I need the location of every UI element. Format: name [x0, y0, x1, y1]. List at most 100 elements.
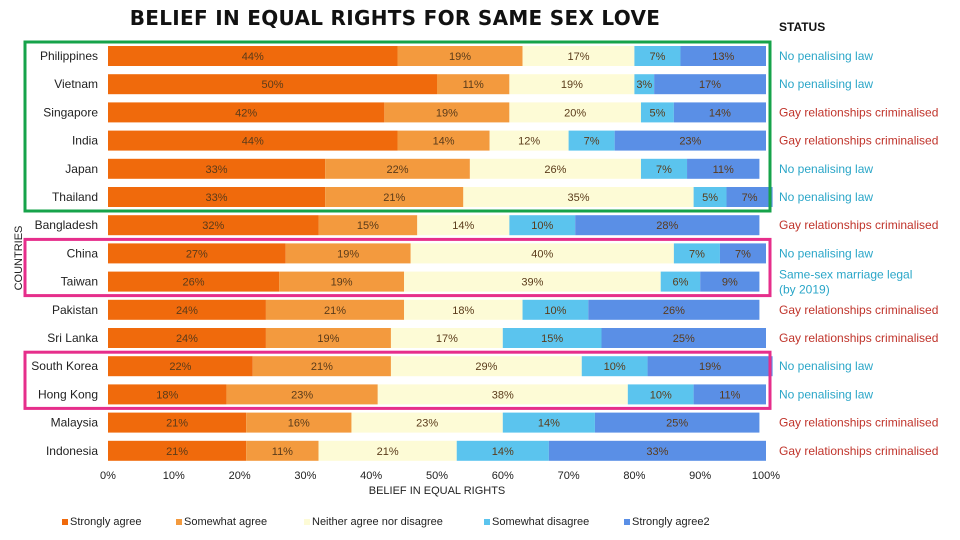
bar-value-label: 26%: [663, 305, 685, 317]
bar-segment: [588, 299, 760, 320]
bar-value-label: 25%: [666, 418, 688, 430]
bar-value-label: 39%: [521, 277, 543, 289]
category-label: Vietnam: [54, 77, 98, 91]
group-highlight-box: [23, 40, 772, 213]
bar-value-label: 17%: [699, 79, 721, 91]
legend-label: Strongly agree: [70, 516, 142, 528]
category-label: Japan: [65, 162, 98, 176]
bar-value-label: 15%: [541, 333, 563, 345]
status-label: Gay relationships criminalised: [779, 105, 938, 119]
x-tick-label: 0%: [100, 470, 116, 482]
bar-segment: [279, 271, 405, 292]
bar-value-label: 18%: [452, 305, 474, 317]
status-label: No penalising law: [779, 77, 873, 91]
bar-segment: [397, 130, 490, 151]
bar-segment: [351, 412, 503, 433]
bar-segment: [522, 46, 635, 66]
bar-segment: [489, 130, 569, 151]
bar-value-label: 33%: [646, 446, 668, 458]
bar-segment: [108, 215, 319, 236]
category-label: Philippines: [40, 49, 98, 63]
bar-segment: [246, 412, 352, 433]
bar-segment: [456, 440, 549, 461]
x-tick-label: 30%: [294, 470, 316, 482]
bar-value-label: 11%: [713, 164, 734, 176]
x-tick-label: 60%: [492, 470, 514, 482]
y-axis-title: COUNTRIES: [13, 226, 25, 291]
bar-segment: [265, 299, 405, 320]
group-highlight-box: [23, 237, 772, 298]
bar-value-label: 19%: [449, 51, 471, 63]
bar-segment: [634, 74, 655, 95]
bar-segment: [581, 356, 648, 377]
bar-value-label: 5%: [702, 192, 718, 204]
status-label: No penalising law: [779, 190, 873, 204]
bar-segment: [469, 158, 641, 179]
x-tick-label: 50%: [426, 470, 448, 482]
category-label: India: [72, 134, 98, 148]
bar-value-label: 19%: [561, 79, 583, 91]
bar-segment: [246, 440, 319, 461]
x-tick-label: 100%: [752, 470, 780, 482]
bar-segment: [463, 187, 694, 207]
bar-segment: [614, 130, 766, 151]
bar-value-label: 26%: [183, 277, 205, 289]
bar-segment: [108, 356, 253, 377]
status-label: No penalising law: [779, 162, 873, 176]
bar-value-label: 27%: [186, 248, 208, 260]
bar-segment: [693, 384, 766, 405]
bar-segment: [680, 46, 766, 66]
status-label: Gay relationships criminalised: [779, 416, 938, 430]
bar-value-label: 6%: [673, 277, 689, 289]
bar-value-label: 17%: [567, 51, 589, 63]
legend-swatch: [176, 519, 182, 525]
bar-value-label: 7%: [649, 51, 665, 63]
x-tick-label: 20%: [229, 470, 251, 482]
bar-value-label: 14%: [452, 220, 474, 232]
status-header: STATUS: [779, 20, 826, 34]
bar-value-label: 11%: [272, 446, 293, 458]
bar-segment: [108, 158, 326, 179]
bar-value-label: 22%: [169, 361, 191, 373]
bar-segment: [108, 299, 266, 320]
bar-value-label: 24%: [176, 333, 198, 345]
bar-value-label: 44%: [242, 136, 264, 148]
bar-segment: [285, 243, 411, 264]
bar-value-label: 9%: [722, 277, 738, 289]
bar-value-label: 23%: [416, 418, 438, 430]
bar-segment: [687, 158, 760, 179]
bar-value-label: 44%: [242, 51, 264, 63]
x-tick-label: 80%: [623, 470, 645, 482]
legend-label: Somewhat disagree: [492, 516, 589, 528]
category-label: Pakistan: [52, 303, 98, 317]
bar-segment: [108, 187, 326, 207]
group-highlight-box: [23, 350, 772, 410]
bar-segment: [404, 271, 661, 292]
bar-value-label: 21%: [166, 418, 188, 430]
status-label: Gay relationships criminalised: [779, 218, 938, 232]
bar-value-label: 10%: [544, 305, 566, 317]
bar-segment: [108, 102, 385, 123]
bar-value-label: 25%: [673, 333, 695, 345]
bar-value-label: 12%: [518, 136, 540, 148]
bar-value-label: 33%: [206, 192, 228, 204]
x-tick-label: 70%: [558, 470, 580, 482]
bar-value-label: 11%: [463, 79, 484, 91]
bar-segment: [108, 243, 286, 264]
bar-segment: [634, 46, 681, 66]
bar-value-label: 13%: [712, 51, 734, 63]
bar-segment: [437, 74, 510, 95]
x-tick-label: 10%: [163, 470, 185, 482]
bar-value-label: 21%: [311, 361, 333, 373]
bar-value-label: 7%: [656, 164, 672, 176]
status-label: Gay relationships criminalised: [779, 331, 938, 345]
bar-segment: [108, 271, 280, 292]
bar-segment: [108, 384, 227, 405]
bar-value-label: 40%: [531, 248, 553, 260]
bar-value-label: 32%: [202, 220, 224, 232]
status-label-cont: (by 2019): [779, 283, 830, 297]
bar-value-label: 28%: [656, 220, 678, 232]
status-label: No penalising law: [779, 49, 873, 63]
bar-value-label: 19%: [331, 277, 353, 289]
